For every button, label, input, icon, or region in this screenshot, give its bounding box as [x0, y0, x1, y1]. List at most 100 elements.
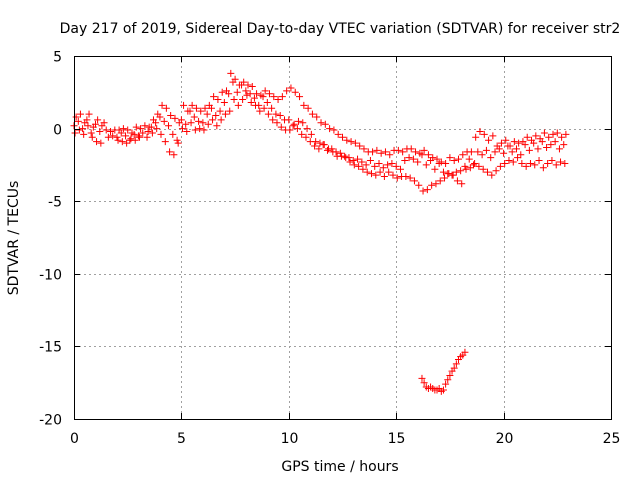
- data-point: [432, 180, 440, 188]
- data-point: [209, 116, 217, 124]
- data-point: [512, 145, 520, 153]
- data-point: [195, 117, 203, 125]
- data-point: [128, 129, 136, 137]
- data-point: [552, 161, 560, 169]
- data-point: [547, 141, 555, 149]
- data-point: [272, 110, 280, 118]
- data-point: [93, 138, 101, 146]
- data-point: [439, 168, 447, 176]
- data-point: [446, 154, 454, 162]
- data-point: [325, 145, 333, 153]
- data-point: [393, 174, 401, 182]
- data-point: [144, 128, 152, 136]
- data-point: [304, 104, 312, 112]
- data-point: [367, 170, 375, 178]
- data-point: [412, 148, 420, 156]
- data-point: [551, 138, 559, 146]
- data-point: [506, 142, 514, 150]
- data-point: [230, 96, 238, 104]
- data-point: [544, 159, 552, 167]
- data-point: [307, 130, 315, 138]
- data-point: [248, 82, 256, 90]
- data-point: [422, 161, 430, 169]
- data-point: [431, 165, 439, 173]
- data-point: [265, 90, 273, 98]
- data-point: [405, 154, 413, 162]
- data-point: [283, 87, 291, 95]
- data-point: [88, 133, 96, 141]
- data-point: [420, 146, 428, 154]
- y-tick-label: 5: [53, 50, 62, 66]
- data-point: [386, 151, 394, 159]
- data-point: [493, 142, 501, 150]
- data-point: [143, 133, 151, 141]
- data-point: [300, 101, 308, 109]
- data-point: [526, 159, 534, 167]
- data-point: [375, 159, 383, 167]
- data-point: [479, 165, 487, 173]
- data-point: [343, 136, 351, 144]
- data-point: [139, 129, 147, 137]
- x-tick-label: 25: [603, 431, 621, 447]
- data-point: [182, 120, 190, 128]
- axis-ticks: [74, 56, 612, 420]
- data-point: [489, 132, 497, 140]
- data-point: [165, 122, 173, 130]
- data-point: [531, 161, 539, 169]
- data-point: [561, 159, 569, 167]
- data-point: [317, 119, 325, 127]
- data-point: [557, 158, 565, 166]
- data-point: [290, 120, 298, 128]
- data-point: [496, 162, 504, 170]
- data-point: [107, 128, 115, 136]
- data-point: [466, 164, 474, 172]
- data-point: [402, 173, 410, 181]
- data-point: [148, 129, 156, 137]
- data-point: [458, 180, 466, 188]
- data-point: [122, 132, 130, 140]
- data-point: [201, 104, 209, 112]
- y-axis-label: SDTVAR / TECUs: [6, 181, 22, 296]
- data-point: [514, 154, 522, 162]
- data-point: [452, 168, 460, 176]
- data-point: [532, 132, 540, 140]
- data-point: [545, 133, 553, 141]
- data-point: [136, 133, 144, 141]
- data-point: [553, 129, 561, 137]
- data-point: [549, 130, 557, 138]
- data-point: [253, 90, 261, 98]
- data-point: [519, 138, 527, 146]
- data-point: [515, 139, 523, 147]
- data-point: [480, 130, 488, 138]
- data-point: [423, 186, 431, 194]
- data-point: [334, 130, 342, 138]
- data-point: [157, 130, 165, 138]
- data-point: [558, 133, 566, 141]
- data-point: [399, 148, 407, 156]
- data-point: [517, 151, 525, 159]
- data-point: [369, 148, 377, 156]
- data-point: [299, 119, 307, 127]
- data-point: [200, 126, 208, 134]
- data-point: [178, 125, 186, 133]
- series-sdtvar-upper-band: [72, 69, 570, 167]
- data-point: [289, 122, 297, 130]
- series-sdtvar-isolated-segment: [418, 348, 469, 395]
- data-point: [351, 139, 359, 147]
- data-point: [158, 101, 166, 109]
- data-point: [457, 167, 465, 175]
- data-point: [274, 96, 282, 104]
- data-point: [372, 171, 380, 179]
- y-tick-label: -20: [39, 413, 62, 429]
- data-point: [294, 117, 302, 125]
- data-point: [175, 119, 183, 127]
- data-point: [187, 119, 195, 127]
- data-point: [264, 110, 272, 118]
- data-point: [471, 159, 479, 167]
- data-point: [396, 165, 404, 173]
- data-point: [239, 96, 247, 104]
- data-point: [467, 148, 475, 156]
- data-point: [323, 146, 331, 154]
- data-point: [217, 116, 225, 124]
- data-point: [548, 157, 556, 165]
